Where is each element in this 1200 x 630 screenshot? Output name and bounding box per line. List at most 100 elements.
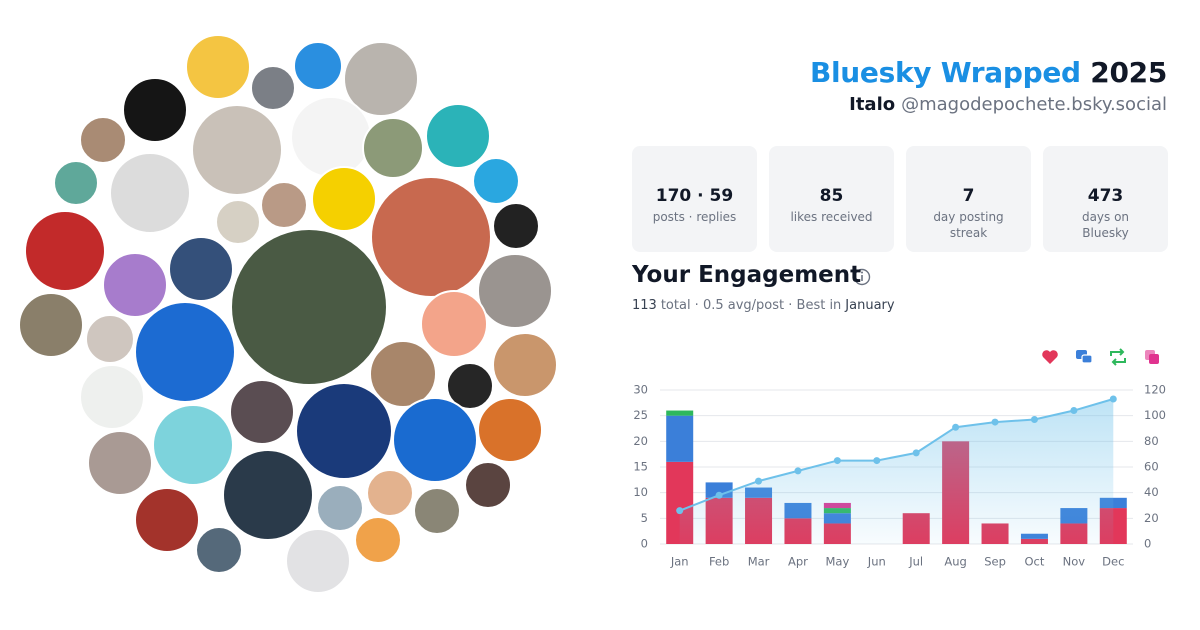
avatar (477, 397, 543, 463)
avatar (420, 290, 488, 358)
legend-icon (1110, 348, 1126, 366)
y2-tick-label: 100 (1144, 408, 1166, 422)
avatar (425, 103, 491, 169)
stat-card: 473 days on Bluesky (1043, 146, 1168, 252)
avatar (464, 461, 512, 509)
avatar (311, 166, 377, 232)
line-point (755, 477, 763, 485)
avatar (492, 202, 540, 250)
avatar (370, 176, 492, 298)
avatar (413, 487, 461, 535)
avatar (343, 41, 419, 117)
avatar (122, 77, 188, 143)
engagement-chart: 0 5 10 15 20 25 30 0 20 40 60 80 100 120 Jan Feb Mar Apr M… (633, 348, 1166, 569)
avatar (85, 314, 135, 364)
avatar (134, 301, 236, 403)
stat-value: 473 (1087, 186, 1124, 206)
line-point (833, 457, 841, 465)
avatar (109, 152, 191, 234)
avatar (134, 487, 200, 553)
legend-icon (1081, 354, 1093, 364)
line-point (676, 507, 684, 515)
avatar (229, 379, 295, 445)
avatar (215, 199, 261, 245)
y2-tick-label: 20 (1144, 511, 1159, 525)
x-tick-label: Nov (1063, 555, 1086, 569)
x-tick-label: Aug (944, 555, 966, 569)
avatar (102, 252, 168, 318)
avatar (295, 382, 393, 480)
info-icon[interactable] (853, 268, 871, 286)
avatar (362, 117, 424, 179)
stat-value: 170 · 59 (655, 186, 734, 206)
y-tick-label: 10 (633, 485, 648, 499)
y2-tick-label: 40 (1144, 485, 1159, 499)
x-tick-label: Jul (908, 555, 923, 569)
line-point (991, 418, 999, 426)
avatar (260, 181, 308, 229)
avatar (392, 397, 478, 483)
stat-value: 85 (819, 186, 844, 206)
legend-icon (1149, 354, 1159, 364)
avatar (79, 364, 145, 430)
y2-tick-label: 120 (1144, 383, 1166, 397)
x-tick-label: May (825, 555, 849, 569)
line-point (1030, 416, 1038, 424)
x-tick-label: Feb (709, 555, 729, 569)
avatar (492, 332, 558, 398)
line-area (679, 398, 1114, 544)
y2-tick-label: 0 (1144, 537, 1151, 551)
avatar (168, 236, 234, 302)
x-tick-label: Mar (748, 555, 770, 569)
avatar (191, 104, 283, 196)
section-title: Your Engagement (632, 262, 862, 288)
legend-icon (1042, 350, 1058, 364)
line-point (952, 423, 960, 431)
avatar (24, 210, 106, 292)
avatar (222, 449, 314, 541)
avatar (293, 41, 343, 91)
x-tick-label: Sep (984, 555, 1006, 569)
line-point (873, 457, 881, 465)
avatar (250, 65, 296, 111)
avatar (366, 469, 414, 517)
stat-value: 7 (962, 186, 975, 206)
avatar (369, 340, 437, 408)
y-tick-label: 30 (633, 383, 648, 397)
stat-label: days on Bluesky (1081, 210, 1130, 240)
x-tick-label: Dec (1102, 555, 1124, 569)
avatar (290, 96, 372, 178)
stat-card: 170 · 59 posts · replies (632, 146, 757, 252)
y-tick-label: 0 (641, 537, 648, 551)
avatar (195, 526, 243, 574)
avatar (79, 116, 127, 164)
y-tick-label: 20 (633, 434, 648, 448)
avatar-cloud (18, 34, 558, 594)
line-point (1070, 407, 1078, 415)
line-point (1109, 395, 1117, 403)
y-tick-label: 15 (633, 460, 648, 474)
avatar (18, 292, 84, 358)
engagement-summary: 113 total · 0.5 avg/post · Best in January (632, 298, 895, 313)
stat-label: day posting streak (933, 210, 1004, 240)
display-name: Italo (849, 94, 896, 115)
x-tick-label: Oct (1025, 555, 1045, 569)
x-tick-label: Apr (788, 555, 808, 569)
line-point (912, 449, 920, 457)
stat-label: posts · replies (652, 210, 737, 224)
avatar (472, 157, 520, 205)
line-point (715, 491, 723, 499)
y2-tick-label: 60 (1144, 460, 1159, 474)
avatar (152, 404, 234, 486)
brand: Bluesky Wrapped (809, 56, 1081, 89)
x-tick-label: Jan (670, 555, 689, 569)
avatar (354, 516, 402, 564)
avatar (230, 228, 388, 386)
avatar (87, 430, 153, 496)
y-tick-label: 5 (641, 511, 648, 525)
y2-tick-label: 80 (1144, 434, 1159, 448)
bar-segment (666, 410, 694, 416)
stat-card: 85 likes received (769, 146, 894, 252)
line (679, 398, 1114, 512)
